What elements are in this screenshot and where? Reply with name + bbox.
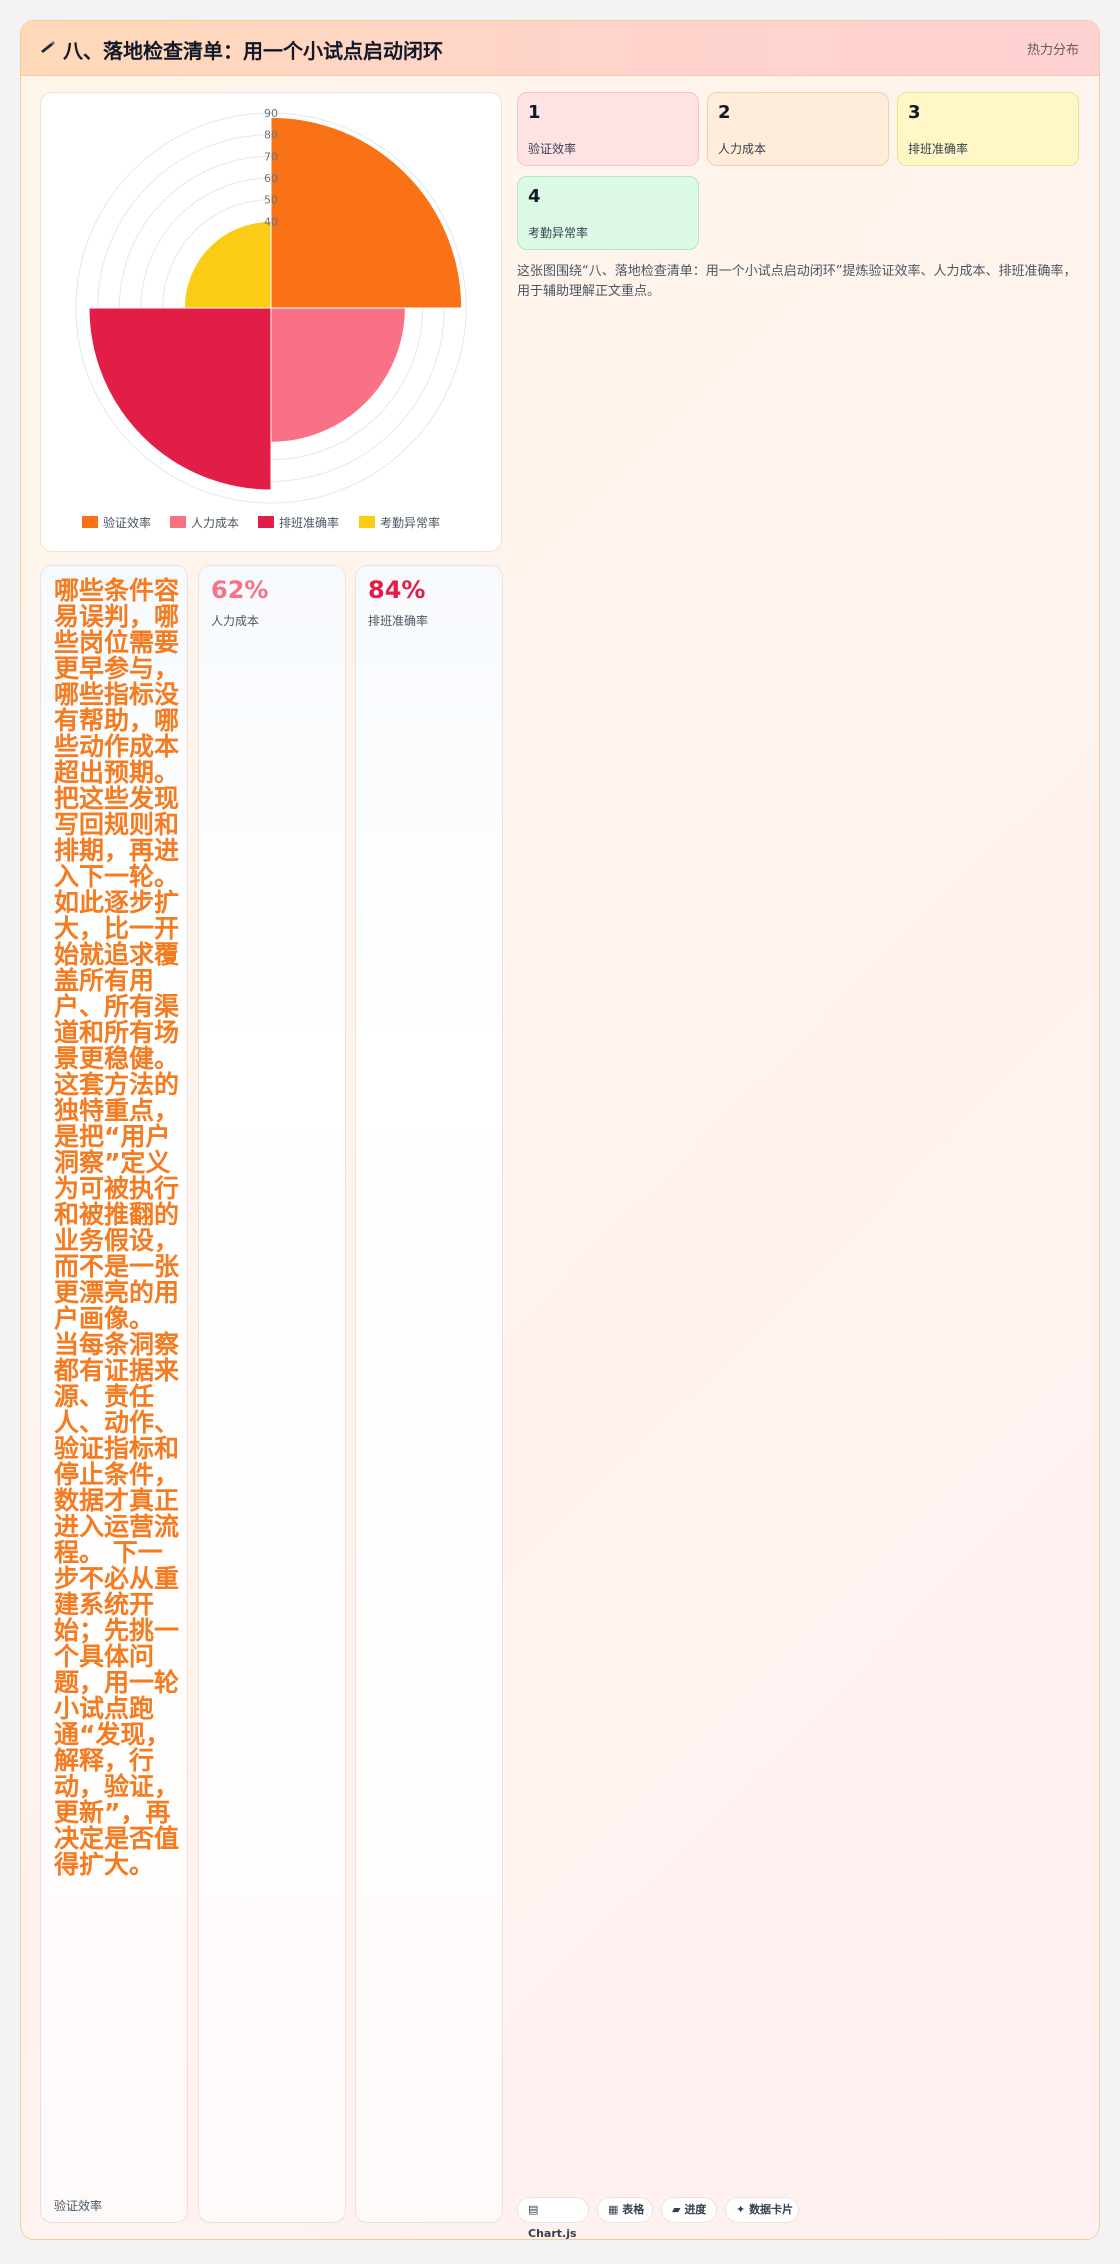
stat-number: 1 — [528, 102, 541, 123]
table-icon: ▦ — [608, 2203, 619, 2216]
stat-card-4: 4 考勤异常率 — [517, 176, 699, 250]
polar-slice-3[interactable] — [88, 307, 272, 491]
chart-description: 这张图围绕“八、落地检查清单：用一个小试点启动闭环”提炼验证效率、人力成本、排班… — [517, 264, 1077, 299]
polar-slice-1[interactable] — [270, 116, 463, 309]
r-tick-label: 50 — [264, 194, 278, 207]
header-tag: 热力分布 — [1026, 43, 1079, 58]
kpi-label: 验证效率 — [54, 2199, 103, 2213]
chip-table[interactable]: ▦ 表格 — [597, 2197, 653, 2223]
stat-label: 验证效率 — [528, 142, 577, 156]
kpi-body-text: 哪些条件容易误判，哪些岗位需要更早参与，哪些指标没有帮助，哪些动作成本超出预期。… — [54, 576, 180, 1879]
legend-item-3[interactable]: 排班准确率 — [258, 515, 339, 530]
kpi-label: 排班准确率 — [368, 614, 429, 628]
chip-label: 进度 — [684, 2203, 707, 2216]
r-tick-label: 60 — [264, 172, 278, 185]
stat-label: 排班准确率 — [908, 142, 969, 156]
legend-swatch — [170, 516, 186, 528]
r-tick-label: 80 — [264, 129, 278, 142]
legend-swatch — [258, 516, 274, 528]
r-tick-label: 70 — [264, 150, 278, 163]
stat-number: 3 — [908, 102, 921, 123]
stat-label: 人力成本 — [718, 142, 767, 156]
chart-icon: ▤ — [528, 2203, 539, 2216]
kpi-card-2: 62% 人力成本 — [198, 565, 346, 2223]
stat-card-2: 2 人力成本 — [707, 92, 889, 166]
sparkle-icon: ✦ — [736, 2203, 746, 2216]
chip-chartjs[interactable]: ▤ Chart.js — [517, 2197, 589, 2239]
chip-label: 数据卡片 — [749, 2203, 794, 2216]
kpi-value: 84% — [368, 576, 426, 604]
r-tick-label: 40 — [264, 215, 278, 228]
legend-label: 排班准确率 — [279, 515, 339, 530]
chip-progress[interactable]: ▰ 进度 — [661, 2197, 717, 2223]
legend-label: 人力成本 — [191, 516, 239, 530]
chart-panel: 40 50 60 70 80 90 验证效率 人力成本 排班准确率 考勤异常率 — [40, 92, 502, 552]
legend-swatch — [359, 516, 375, 528]
card: 八、落地检查清单：用一个小试点启动闭环 热力分布 40 50 60 70 80 90 验证效… — [20, 20, 1100, 2240]
stat-card-1: 1 验证效率 — [517, 92, 699, 166]
card-header: 八、落地检查清单：用一个小试点启动闭环 热力分布 — [21, 21, 1099, 76]
polar-area-chart: 40 50 60 70 80 90 验证效率 人力成本 排班准确率 考勤异常率 — [75, 107, 467, 530]
stat-number: 2 — [718, 102, 731, 123]
kpi-card-3: 84% 排班准确率 — [355, 565, 503, 2223]
stat-label: 考勤异常率 — [528, 226, 589, 240]
r-tick-label: 90 — [264, 107, 278, 120]
legend-item-2[interactable]: 人力成本 — [170, 516, 239, 530]
polar-slice-4[interactable] — [183, 220, 272, 309]
legend-label: 考勤异常率 — [380, 515, 440, 530]
kpi-card-1: 哪些条件容易误判，哪些岗位需要更早参与，哪些指标没有帮助，哪些动作成本超出预期。… — [40, 565, 188, 2223]
stat-card-3: 3 排班准确率 — [897, 92, 1079, 166]
kpi-label: 人力成本 — [211, 614, 260, 628]
stat-number: 4 — [528, 186, 541, 207]
progress-icon: ▰ — [672, 2203, 681, 2216]
legend-swatch — [82, 516, 98, 528]
chip-label: Chart.js — [528, 2227, 577, 2240]
chip-data-card[interactable]: ✦ 数据卡片 — [725, 2197, 799, 2223]
legend-label: 验证效率 — [103, 515, 151, 530]
page-title: 八、落地检查清单：用一个小试点启动闭环 — [63, 39, 443, 63]
legend-item-4[interactable]: 考勤异常率 — [359, 515, 440, 530]
polar-slice-2[interactable] — [270, 307, 406, 443]
chip-label: 表格 — [622, 2203, 645, 2216]
legend-item-1[interactable]: 验证效率 — [82, 515, 151, 530]
grid-ring-90 — [75, 112, 467, 504]
pen-icon — [41, 41, 55, 53]
kpi-value: 62% — [211, 576, 269, 604]
